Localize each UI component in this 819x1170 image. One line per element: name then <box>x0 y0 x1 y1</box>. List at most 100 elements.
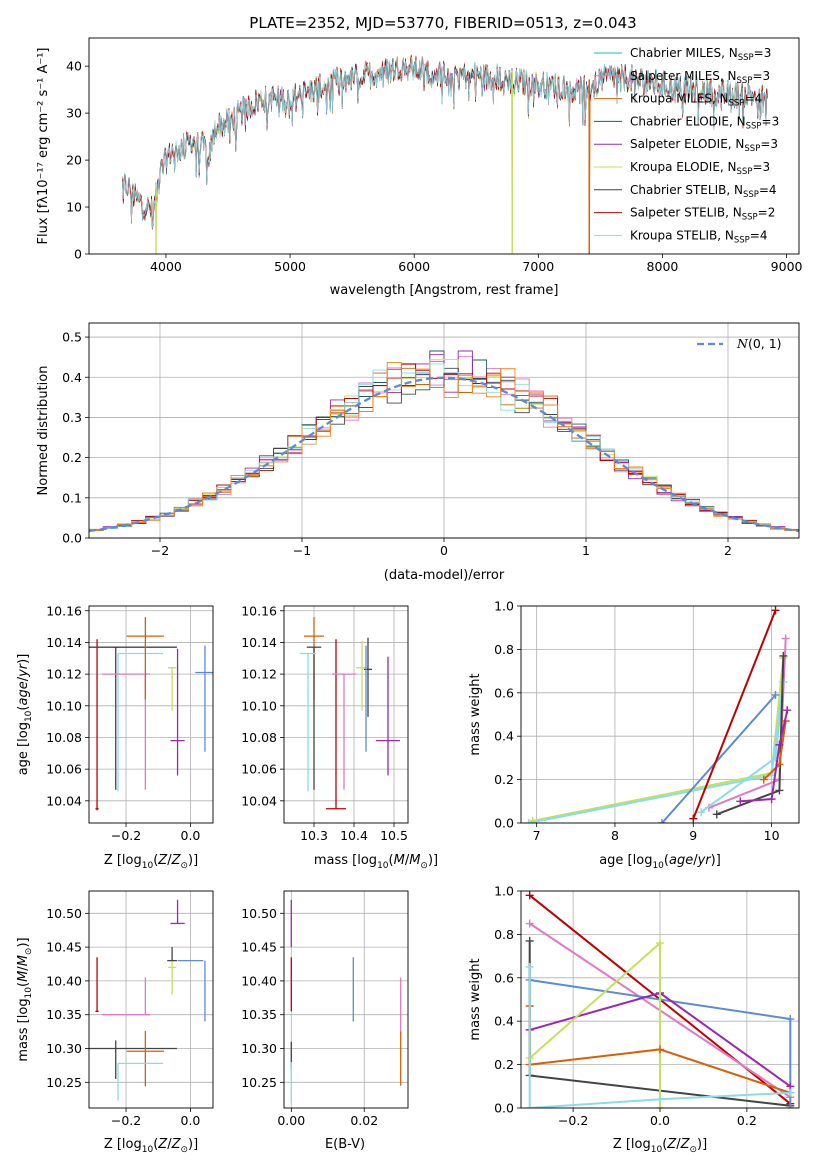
weight-series-line <box>740 709 789 803</box>
data-point <box>195 645 213 752</box>
y-tick-label: 10.08 <box>46 730 82 745</box>
weight-marker <box>786 1104 795 1108</box>
y-tick-label: 0.2 <box>494 1057 514 1072</box>
y-tick-label: 0.0 <box>494 816 514 831</box>
weight-marker <box>525 962 534 971</box>
x-tick-label: 6000 <box>398 259 430 274</box>
y-tick-label: 10.35 <box>46 1007 82 1022</box>
errorbars-mass-vs-ebv <box>290 899 402 1103</box>
y-tick-label: 10.45 <box>46 940 82 955</box>
weight-series-line <box>661 694 777 823</box>
legend-label-sub: SSP <box>737 76 753 86</box>
weight-marker <box>689 814 698 823</box>
axes-frame-weight-vs-z <box>520 890 800 1109</box>
weight-marker <box>786 1088 795 1097</box>
y-axis-label: Normed distribution <box>36 366 51 496</box>
x-tick-label: 9000 <box>771 259 803 274</box>
axes-age-vs-mass: 10.3 10.4 10.5 10.04 10.06 10.08 10.10 10.12 10.… <box>241 603 438 871</box>
y-tick-label: 0.6 <box>494 685 514 700</box>
legend-label-sub: SSP <box>734 235 750 245</box>
y-tick-label: 0.3 <box>62 410 82 425</box>
x-tick-label: −0.2 <box>111 828 141 843</box>
y-tick-label: 0.4 <box>62 370 82 385</box>
y-axis-label: age [log10(age/yr)] <box>16 654 34 776</box>
y-tick-label: 10.14 <box>241 635 277 650</box>
y-tick-label: 30 <box>66 106 82 121</box>
weight-lines-weight-vs-z <box>525 891 795 1108</box>
normal-curve <box>89 376 799 533</box>
legend-label: Salpeter MILES, NSSP=3 <box>630 69 770 86</box>
y-tick-label: 10.25 <box>46 1075 82 1090</box>
x-axis-label: age [log10(age/yr)] <box>599 853 721 871</box>
axes-weight-vs-z: −0.2 0.0 0.2 0.0 0.2 0.4 0.6 0.8 1.0 Z [log10(Z/Z… <box>468 884 799 1155</box>
legend-label-main: Chabrier MILES, N <box>630 46 738 60</box>
weight-marker <box>524 819 533 823</box>
weight-marker <box>781 634 790 643</box>
weight-series-line <box>528 967 791 1108</box>
y-tick-label: 10.30 <box>241 1041 277 1056</box>
legend-label: N(0, 1) <box>736 336 782 351</box>
y-tick-label: 10.08 <box>241 730 277 745</box>
legend-label-script: N <box>736 336 749 351</box>
y-tick-label: 10.50 <box>46 906 82 921</box>
data-point <box>89 1040 177 1079</box>
x-tick-label: −0.2 <box>558 1113 588 1128</box>
axes-weight-vs-age: 7 8 9 10 0.0 0.2 0.4 0.6 0.8 1.0 age [log10(age/yr… <box>468 599 799 871</box>
data-point <box>326 639 346 810</box>
legend-label-main: Salpeter STELIB, N <box>630 206 742 220</box>
y-tick-label: 10.10 <box>46 698 82 713</box>
weight-marker <box>712 810 721 819</box>
legend-label-main: Kroupa STELIB, N <box>630 228 734 242</box>
errorbars-mass-vs-z <box>89 899 206 1101</box>
y-tick-label: 0.6 <box>494 970 514 985</box>
y-axis-label: mass weight <box>468 958 483 1040</box>
x-axis-label: wavelength [Angstrom, rest frame] <box>330 283 559 298</box>
x-tick-label: 7000 <box>522 259 554 274</box>
x-tick-label: 0.2 <box>737 1113 757 1128</box>
x-tick-label: −1 <box>293 543 311 558</box>
legend-label-tail: =4 <box>745 92 763 106</box>
weight-marker <box>775 740 784 749</box>
data-point <box>332 673 356 790</box>
weight-series-line <box>692 609 777 820</box>
legend-label-tail: =2 <box>758 206 776 220</box>
data-point <box>167 960 177 995</box>
legend-label-main: Salpeter MILES, N <box>630 69 737 83</box>
errorbars-age-vs-mass <box>300 617 400 810</box>
legend-label-tail: =4 <box>750 228 768 242</box>
x-axis-label: Z [log10(Z/Z⊙)] <box>104 1137 198 1155</box>
weight-marker <box>525 891 534 900</box>
y-tick-label: 0.8 <box>494 927 514 942</box>
y-tick-label: 10.35 <box>241 1007 277 1022</box>
legend-label-sub: SSP <box>737 167 753 177</box>
weight-marker <box>656 1104 664 1108</box>
y-tick-label: 10.45 <box>241 940 277 955</box>
x-tick-label: 2 <box>724 543 732 558</box>
weight-marker <box>525 1104 534 1108</box>
x-tick-label: 5000 <box>274 259 306 274</box>
data-point <box>95 639 99 811</box>
y-tick-label: 10.12 <box>46 667 82 682</box>
spectrum-series-line <box>122 56 768 229</box>
data-point <box>126 1030 165 1087</box>
spectrum-lines <box>122 54 768 254</box>
weight-marker <box>779 651 788 660</box>
y-tick-label: 0.0 <box>62 531 82 546</box>
y-tick-label: 10.04 <box>46 793 82 808</box>
y-tick-label: 10.06 <box>46 762 82 777</box>
weight-marker <box>697 808 706 817</box>
data-point <box>167 947 177 962</box>
x-axis-label: Z [log10(Z/Z⊙)] <box>613 1137 707 1155</box>
y-tick-label: 10.04 <box>241 793 277 808</box>
legend-label: Kroupa STELIB, NSSP=4 <box>630 228 768 245</box>
weight-marker <box>771 606 780 615</box>
weight-marker <box>759 775 768 784</box>
legend-label-main: Chabrier ELODIE, N <box>630 114 746 128</box>
y-tick-label: 0.4 <box>494 1014 514 1029</box>
data-point <box>126 617 165 700</box>
weight-marker <box>786 1015 795 1024</box>
weight-lines-weight-vs-age <box>524 606 792 823</box>
y-tick-label: 10.06 <box>241 762 277 777</box>
legend-label-main: Kroupa ELODIE, N <box>630 160 737 174</box>
